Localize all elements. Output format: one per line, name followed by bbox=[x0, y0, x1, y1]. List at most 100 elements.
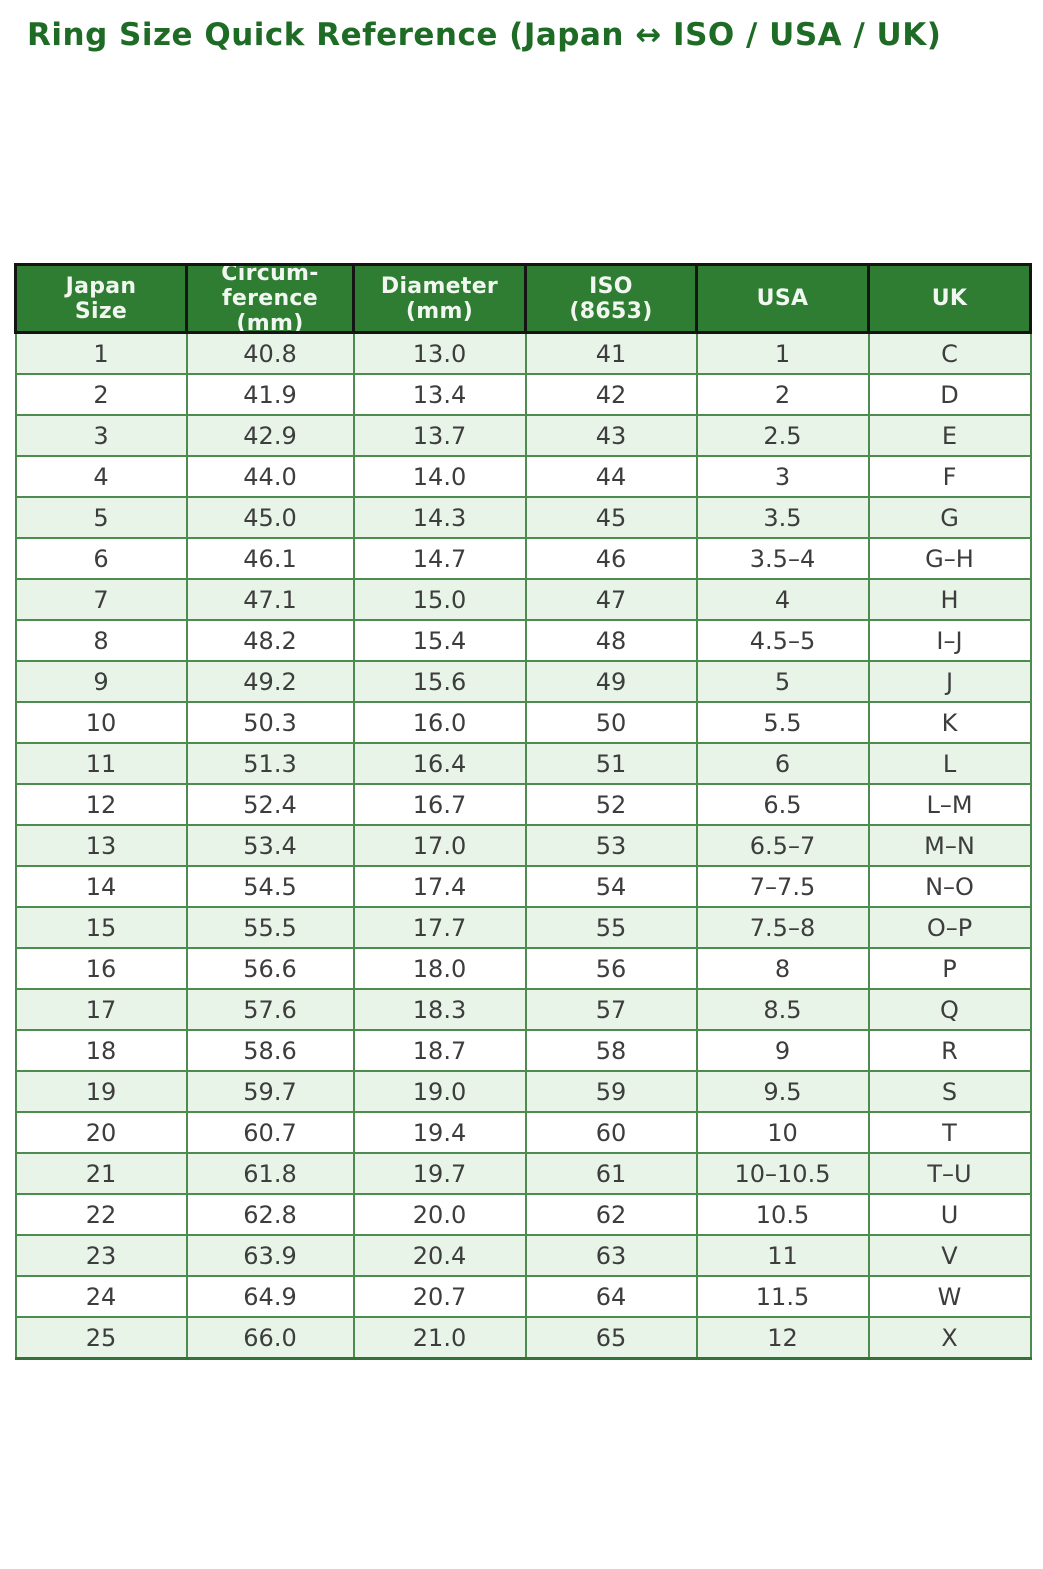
table-row: 19 59.7 19.0 59 9.5 S bbox=[14, 1070, 1032, 1113]
cell-japan-size: 8 bbox=[14, 619, 188, 662]
cell-diameter-mm: 20.7 bbox=[352, 1275, 527, 1318]
cell-japan-size: 3 bbox=[14, 414, 188, 457]
table-row: 2 41.9 13.4 42 2 D bbox=[14, 373, 1032, 416]
column-header-uk: UK bbox=[867, 263, 1032, 334]
cell-usa: 8 bbox=[695, 947, 870, 990]
cell-uk: F bbox=[867, 455, 1032, 498]
cell-japan-size: 17 bbox=[14, 988, 188, 1031]
table-row: 6 46.1 14.7 46 3.5–4 G–H bbox=[14, 537, 1032, 580]
cell-japan-size: 22 bbox=[14, 1193, 188, 1236]
cell-uk: Q bbox=[867, 988, 1032, 1031]
cell-usa: 7.5–8 bbox=[695, 906, 870, 949]
column-header-usa: USA bbox=[695, 263, 870, 334]
cell-circumference-mm: 51.3 bbox=[185, 742, 355, 785]
column-header-iso-8653: ISO (8653) bbox=[524, 263, 698, 334]
table-row: 10 50.3 16.0 50 5.5 K bbox=[14, 701, 1032, 744]
cell-diameter-mm: 13.4 bbox=[352, 373, 527, 416]
cell-uk: E bbox=[867, 414, 1032, 457]
table-row: 13 53.4 17.0 53 6.5–7 M–N bbox=[14, 824, 1032, 867]
cell-usa: 1 bbox=[695, 331, 870, 375]
page-title: Ring Size Quick Reference (Japan ↔ ISO /… bbox=[27, 17, 942, 53]
cell-iso-8653: 50 bbox=[524, 701, 698, 744]
cell-uk: M–N bbox=[867, 824, 1032, 867]
cell-japan-size: 19 bbox=[14, 1070, 188, 1113]
cell-diameter-mm: 14.7 bbox=[352, 537, 527, 580]
cell-circumference-mm: 45.0 bbox=[185, 496, 355, 539]
cell-circumference-mm: 42.9 bbox=[185, 414, 355, 457]
table-row: 1 40.8 13.0 41 1 C bbox=[14, 331, 1032, 375]
cell-usa: 4.5–5 bbox=[695, 619, 870, 662]
cell-uk: T bbox=[867, 1111, 1032, 1154]
table-row: 25 66.0 21.0 65 12 X bbox=[14, 1316, 1032, 1360]
table-row: 21 61.8 19.7 61 10–10.5 T–U bbox=[14, 1152, 1032, 1195]
cell-japan-size: 15 bbox=[14, 906, 188, 949]
cell-circumference-mm: 48.2 bbox=[185, 619, 355, 662]
cell-uk: L bbox=[867, 742, 1032, 785]
cell-uk: U bbox=[867, 1193, 1032, 1236]
cell-circumference-mm: 53.4 bbox=[185, 824, 355, 867]
cell-uk: T–U bbox=[867, 1152, 1032, 1195]
column-header-line: (8653) bbox=[569, 298, 653, 324]
cell-usa: 9 bbox=[695, 1029, 870, 1072]
cell-circumference-mm: 66.0 bbox=[185, 1316, 355, 1360]
column-header-circumference-mm: Circum-ference (mm) bbox=[185, 263, 355, 334]
column-header-line: USA bbox=[756, 286, 809, 311]
cell-diameter-mm: 16.0 bbox=[352, 701, 527, 744]
cell-japan-size: 10 bbox=[14, 701, 188, 744]
cell-japan-size: 2 bbox=[14, 373, 188, 416]
cell-japan-size: 16 bbox=[14, 947, 188, 990]
cell-iso-8653: 41 bbox=[524, 331, 698, 375]
cell-diameter-mm: 17.0 bbox=[352, 824, 527, 867]
table-body: 1 40.8 13.0 41 1 C 2 41.9 13.4 42 2 D 3 42.9 13.7 43 2.5… bbox=[14, 331, 1032, 1360]
cell-circumference-mm: 55.5 bbox=[185, 906, 355, 949]
table-row: 22 62.8 20.0 62 10.5 U bbox=[14, 1193, 1032, 1236]
cell-japan-size: 4 bbox=[14, 455, 188, 498]
cell-circumference-mm: 59.7 bbox=[185, 1070, 355, 1113]
table-row: 24 64.9 20.7 64 11.5 W bbox=[14, 1275, 1032, 1318]
cell-circumference-mm: 58.6 bbox=[185, 1029, 355, 1072]
cell-japan-size: 25 bbox=[14, 1316, 188, 1360]
cell-uk: O–P bbox=[867, 906, 1032, 949]
cell-usa: 11 bbox=[695, 1234, 870, 1277]
cell-iso-8653: 52 bbox=[524, 783, 698, 826]
cell-circumference-mm: 63.9 bbox=[185, 1234, 355, 1277]
table-row: 12 52.4 16.7 52 6.5 L–M bbox=[14, 783, 1032, 826]
cell-uk: K bbox=[867, 701, 1032, 744]
cell-diameter-mm: 13.7 bbox=[352, 414, 527, 457]
table-row: 8 48.2 15.4 48 4.5–5 I–J bbox=[14, 619, 1032, 662]
table-row: 11 51.3 16.4 51 6 L bbox=[14, 742, 1032, 785]
cell-usa: 10.5 bbox=[695, 1193, 870, 1236]
cell-japan-size: 9 bbox=[14, 660, 188, 703]
cell-japan-size: 6 bbox=[14, 537, 188, 580]
cell-usa: 11.5 bbox=[695, 1275, 870, 1318]
table-row: 17 57.6 18.3 57 8.5 Q bbox=[14, 988, 1032, 1031]
cell-circumference-mm: 62.8 bbox=[185, 1193, 355, 1236]
cell-iso-8653: 60 bbox=[524, 1111, 698, 1154]
cell-uk: W bbox=[867, 1275, 1032, 1318]
cell-circumference-mm: 41.9 bbox=[185, 373, 355, 416]
cell-usa: 10–10.5 bbox=[695, 1152, 870, 1195]
table-row: 7 47.1 15.0 47 4 H bbox=[14, 578, 1032, 621]
cell-usa: 3.5–4 bbox=[695, 537, 870, 580]
cell-uk: S bbox=[867, 1070, 1032, 1113]
column-header-japan-size: Japan Size bbox=[14, 263, 188, 334]
cell-iso-8653: 58 bbox=[524, 1029, 698, 1072]
table-row: 18 58.6 18.7 58 9 R bbox=[14, 1029, 1032, 1072]
cell-circumference-mm: 49.2 bbox=[185, 660, 355, 703]
cell-iso-8653: 46 bbox=[524, 537, 698, 580]
cell-usa: 2.5 bbox=[695, 414, 870, 457]
table-row: 20 60.7 19.4 60 10 T bbox=[14, 1111, 1032, 1154]
cell-iso-8653: 62 bbox=[524, 1193, 698, 1236]
column-header-line: ISO bbox=[589, 273, 633, 299]
cell-diameter-mm: 16.4 bbox=[352, 742, 527, 785]
cell-japan-size: 11 bbox=[14, 742, 188, 785]
cell-usa: 12 bbox=[695, 1316, 870, 1360]
cell-circumference-mm: 56.6 bbox=[185, 947, 355, 990]
column-header-line: Diameter bbox=[380, 273, 499, 299]
cell-uk: P bbox=[867, 947, 1032, 990]
table-row: 16 56.6 18.0 56 8 P bbox=[14, 947, 1032, 990]
cell-diameter-mm: 19.0 bbox=[352, 1070, 527, 1113]
cell-diameter-mm: 19.7 bbox=[352, 1152, 527, 1195]
cell-diameter-mm: 15.0 bbox=[352, 578, 527, 621]
cell-uk: G–H bbox=[867, 537, 1032, 580]
